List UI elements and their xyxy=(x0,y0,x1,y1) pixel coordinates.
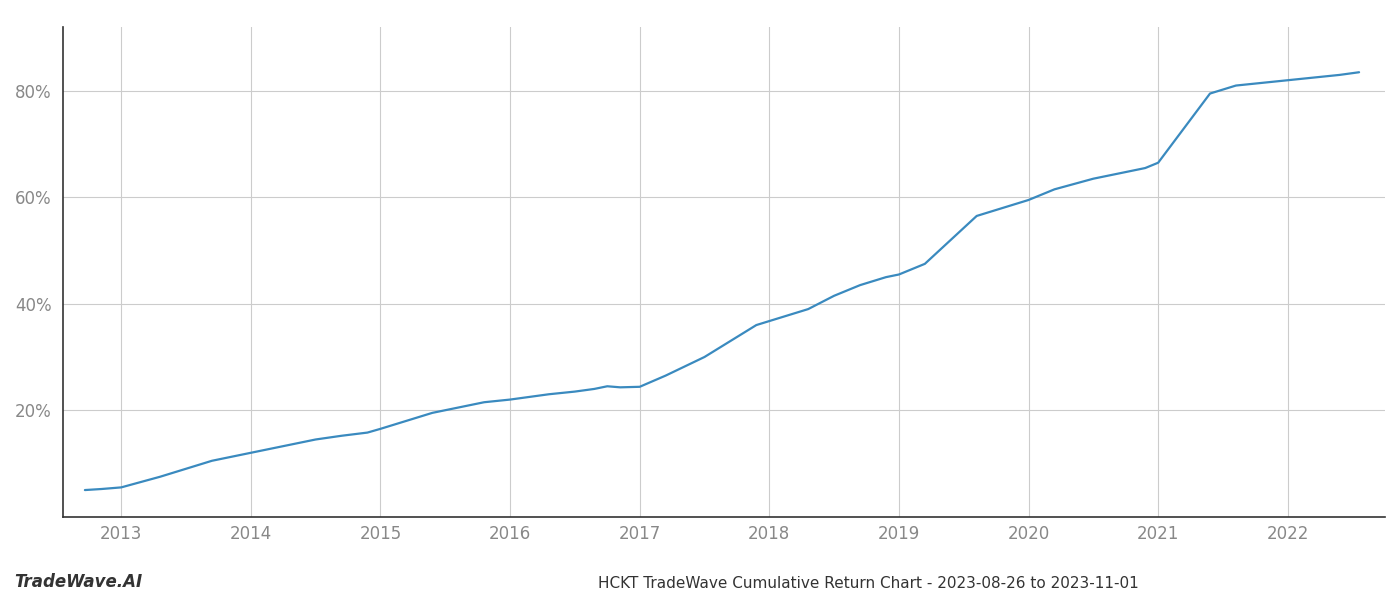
Text: HCKT TradeWave Cumulative Return Chart - 2023-08-26 to 2023-11-01: HCKT TradeWave Cumulative Return Chart -… xyxy=(598,576,1138,591)
Text: TradeWave.AI: TradeWave.AI xyxy=(14,573,143,591)
